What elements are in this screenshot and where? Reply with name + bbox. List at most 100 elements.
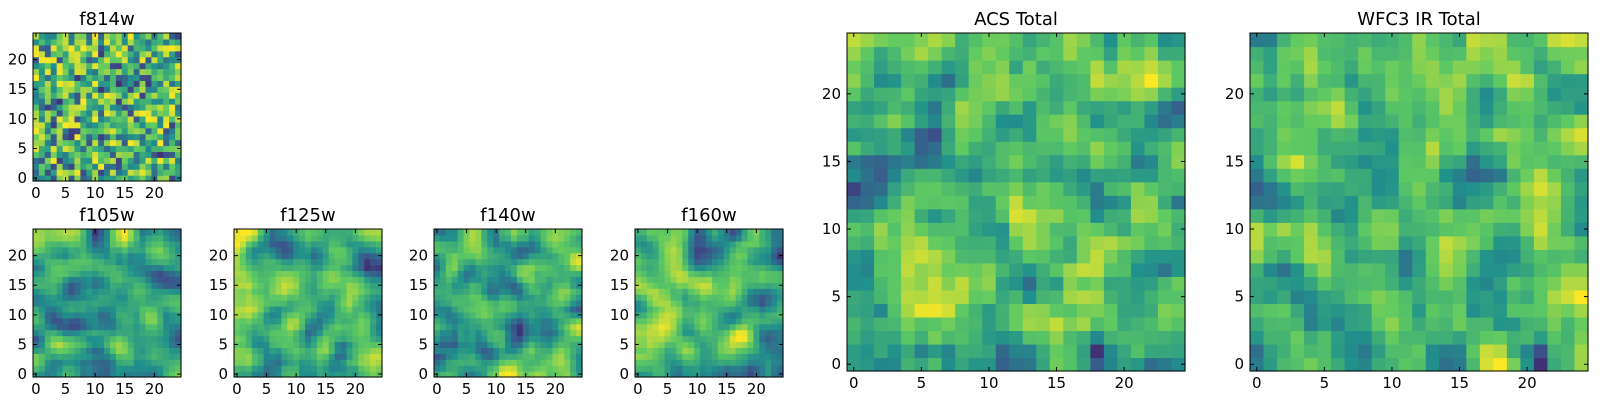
heatmap-cell (753, 264, 760, 272)
heatmap-cell (33, 44, 40, 52)
heatmap-cell (104, 329, 111, 337)
heatmap-cell (281, 371, 288, 378)
heatmap-cell (169, 56, 176, 64)
heatmap-cell (145, 56, 152, 64)
heatmap-cell (564, 246, 571, 254)
heatmap-cell (439, 341, 447, 348)
heatmap-cell (1063, 195, 1078, 210)
heatmap-cell (127, 163, 135, 170)
heatmap-cell (33, 264, 40, 272)
heatmap-cell (1090, 127, 1105, 142)
heatmap-cell (281, 252, 288, 260)
heatmap-cell (169, 62, 176, 70)
heatmap-cell (1117, 289, 1132, 304)
heatmap-cell (717, 252, 725, 260)
heatmap-cell (688, 294, 695, 301)
heatmap-cell (1344, 73, 1359, 88)
heatmap-cell (874, 357, 889, 372)
heatmap-cell (334, 288, 342, 295)
heatmap-cell (269, 347, 277, 354)
heatmap-cell (80, 121, 87, 129)
heatmap-cell (157, 317, 164, 325)
heatmap-cell (175, 240, 182, 248)
heatmap-cell (104, 115, 111, 123)
heatmap-cell (475, 252, 482, 260)
heatmap-cell (914, 195, 929, 210)
heatmap-cell (968, 154, 983, 169)
heatmap-cell (1479, 60, 1494, 75)
heatmap-cell (74, 234, 81, 242)
heatmap-cell (741, 359, 749, 366)
heatmap-cell (86, 151, 93, 158)
heatmap-cell (56, 300, 64, 307)
heatmap-cell (263, 270, 271, 277)
heatmap-cell (1574, 222, 1589, 237)
heatmap-cell (115, 300, 123, 307)
heatmap-cell (729, 234, 737, 242)
heatmap-cell (1547, 168, 1562, 183)
heatmap-cell (860, 87, 875, 102)
heatmap-cell (729, 305, 737, 313)
heatmap-cell (239, 335, 247, 343)
heatmap-cell (887, 330, 902, 345)
heatmap-cell (475, 353, 482, 360)
heatmap-cell (139, 68, 147, 76)
heatmap-cell (109, 270, 117, 277)
heatmap-cell (305, 229, 312, 236)
heatmap-cell (340, 305, 348, 313)
heatmap-cell (56, 127, 64, 135)
heatmap-cell (74, 246, 81, 254)
heatmap-cell (352, 353, 359, 360)
heatmap-cell (451, 359, 459, 366)
heatmap-cell (92, 121, 99, 129)
heatmap-cell (1022, 330, 1037, 345)
heatmap-cell (163, 276, 170, 283)
heatmap-cell (546, 335, 553, 343)
y-tick-label: 0 (17, 169, 27, 187)
heatmap-cell (457, 240, 465, 248)
heatmap-cell (245, 229, 253, 236)
heatmap-cell (121, 294, 129, 301)
heatmap-cell (1344, 303, 1359, 318)
heatmap-cell (457, 365, 465, 372)
heatmap-cell (1547, 357, 1562, 372)
heatmap-cell (56, 44, 64, 52)
heatmap-cell (1412, 60, 1427, 75)
heatmap-cell (1157, 343, 1173, 359)
heatmap-cell (516, 347, 524, 354)
heatmap-cell (576, 347, 583, 354)
heatmap-cell (759, 246, 766, 254)
heatmap-cell (239, 252, 247, 260)
heatmap-cell (1130, 100, 1146, 115)
heatmap-cell (995, 262, 1010, 277)
heatmap-cell (646, 365, 654, 372)
heatmap-cell (499, 300, 506, 307)
heatmap-cell (469, 317, 477, 325)
heatmap-cell (528, 305, 536, 313)
heatmap-cell (652, 234, 660, 242)
heatmap-cell (475, 300, 482, 307)
heatmap-cell (635, 323, 642, 331)
heatmap-cell (522, 300, 530, 307)
heatmap-cell (1103, 235, 1118, 250)
heatmap-cell (1076, 289, 1091, 304)
heatmap-cell (1479, 100, 1494, 115)
heatmap-cell (711, 270, 719, 277)
heatmap-cell (1022, 114, 1037, 129)
heatmap-cell (86, 311, 93, 319)
heatmap-cell (928, 60, 943, 75)
heatmap-cell (139, 56, 147, 64)
heatmap-cell (175, 270, 182, 277)
heatmap-cell (528, 329, 536, 337)
heatmap-cell (652, 365, 660, 372)
heatmap-cell (706, 323, 713, 331)
heatmap-cell (145, 323, 152, 331)
heatmap-cell (445, 311, 453, 319)
heatmap-cell (145, 115, 152, 123)
heatmap-cell (487, 246, 494, 254)
heatmap-cell (281, 294, 288, 301)
heatmap-cell (676, 276, 683, 283)
heatmap-cell (753, 276, 760, 283)
heatmap-cell (139, 115, 147, 123)
heatmap-cell (1317, 60, 1332, 75)
